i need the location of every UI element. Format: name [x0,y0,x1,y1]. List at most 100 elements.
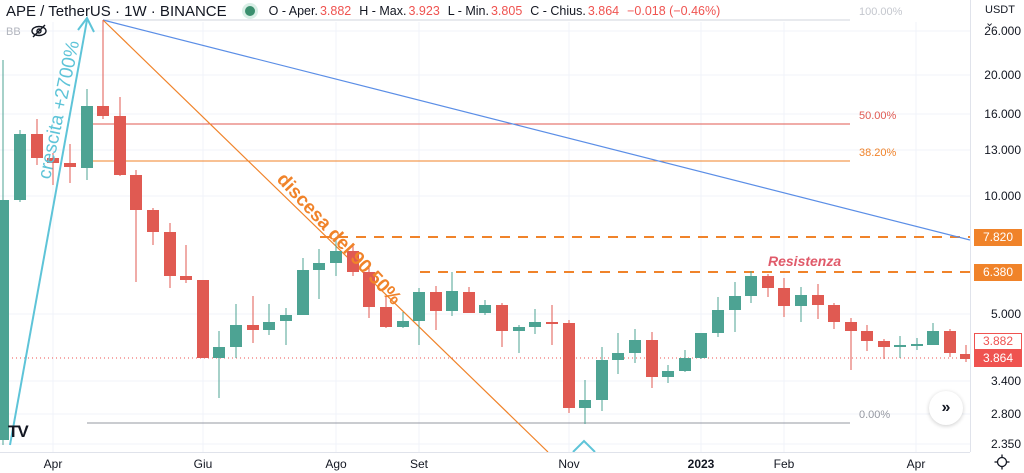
chevron-down-icon: ⌄ [985,17,995,29]
candle-body [31,134,43,158]
candle-body [612,353,624,360]
candle-body [297,270,309,315]
candle-body [114,116,126,175]
resistance-label: Resistenza [768,253,841,269]
price-tick-label: 26.000 [984,24,1021,38]
candle-body [745,276,757,296]
price-tag: 3.864 [974,350,1022,367]
settings-gear-icon[interactable] [994,454,1010,470]
candle-body [81,106,93,168]
fib-382-label: 38.20% [859,147,897,159]
time-tick-label: Ago [325,457,347,471]
candle-body [263,322,275,330]
candle-body [0,200,9,440]
candle-body [380,307,392,327]
candle-body [479,305,491,313]
candle-body [397,321,409,327]
candle-body [14,134,26,200]
fib-50-label: 50.00% [859,110,897,122]
candle-body [828,305,840,322]
candle-body [280,315,292,321]
candle-body [762,276,774,288]
time-axis[interactable]: Apr Giu Ago Set Nov 2023 Feb Apr [0,452,970,473]
candle-body [64,163,76,167]
candle-body [911,344,923,346]
time-tick-label: Apr [43,457,63,471]
price-tick-label: 2.800 [990,407,1021,421]
candle-body [330,251,342,263]
price-axis[interactable]: USDT ⌄ 26.000 20.000 16.000 13.000 10.000 5.0… [970,0,1024,452]
arrow-up-icon [77,16,95,33]
price-tag: 3.882 [974,333,1022,350]
arrow-up-marker-icon [572,439,596,452]
candle-body [513,327,525,331]
candle-body [679,358,691,371]
time-tick-label: Set [409,457,429,471]
candle-body [795,295,807,306]
candle-body [646,340,658,377]
candle-body [197,280,209,358]
candle-body [563,323,575,408]
candle-body [960,354,970,359]
candle-body [97,106,109,116]
candle-body [662,371,674,377]
ohlc-low: L - Min. 3.805 [447,4,523,18]
downtrend-line-blue [102,19,970,241]
candle-body [546,322,558,324]
symbol-title[interactable]: APE / TetherUS · 1W · BINANCE [6,2,227,20]
candle-body [496,305,508,331]
candle-body [363,272,375,307]
price-tick-label: 2.350 [990,437,1021,451]
candle-body [180,276,192,280]
candle-body [347,251,359,272]
candle-body [413,292,425,321]
rise-arrow-line [9,19,88,446]
price-tag: 7.820 [974,229,1022,246]
price-change: −0.018 (−0.46%) [627,4,721,18]
market-status-dot [244,6,255,16]
candle-body [729,296,741,310]
price-tick-label: 5.000 [990,307,1021,321]
candle-body [463,292,475,313]
ohlc-close: C - Chius. 3.864 [530,4,620,18]
candle-body [596,360,608,400]
candle-body [944,331,956,353]
candle-body [247,325,259,330]
candle-body [313,263,325,270]
candle-body [812,295,824,305]
candle-body [430,292,442,311]
candle-body [147,210,159,232]
time-tick-label: Apr [906,457,926,471]
time-tick-label: 2023 [687,457,715,471]
candle-body [629,340,641,353]
currency-selector[interactable]: USDT ⌄ [985,4,1015,29]
candle-body [712,310,724,333]
ohlc-open: O - Aper. 3.882 [268,4,352,18]
price-tick-label: 13.000 [984,143,1021,157]
eye-off-icon[interactable] [30,24,48,38]
candle-body [446,291,458,311]
price-tick-label: 3.400 [990,374,1021,388]
indicator-bb-label[interactable]: BB [6,26,21,38]
rise-annotation: crescita +2700% [34,39,84,181]
candle-body [878,341,890,347]
candle-body [529,322,541,327]
decline-annotation: discesa del 90 50% [272,169,405,309]
time-tick-label: Giu [193,457,213,471]
decline-line-orange [102,19,549,452]
price-tag: 6.380 [974,264,1022,281]
candlestick-chart[interactable]: 100.00% 50.00% 38.20% 0.00% Resistenza cresci… [0,0,970,452]
candle-body [130,175,142,210]
double-chevron-right-icon: » [941,399,951,416]
price-tick-label: 20.000 [984,68,1021,82]
ohlc-high: H - Max. 3.923 [359,4,440,18]
candle-body [845,322,857,331]
candle-body [894,345,906,347]
time-tick-label: Feb [773,457,795,471]
tradingview-logo[interactable]: TV [8,422,29,441]
fib-0-label: 0.00% [859,409,890,421]
candle-body [695,333,707,358]
scroll-to-realtime-button[interactable]: » [929,391,963,425]
fib-100-label: 100.00% [859,6,903,18]
candle-body [861,331,873,341]
